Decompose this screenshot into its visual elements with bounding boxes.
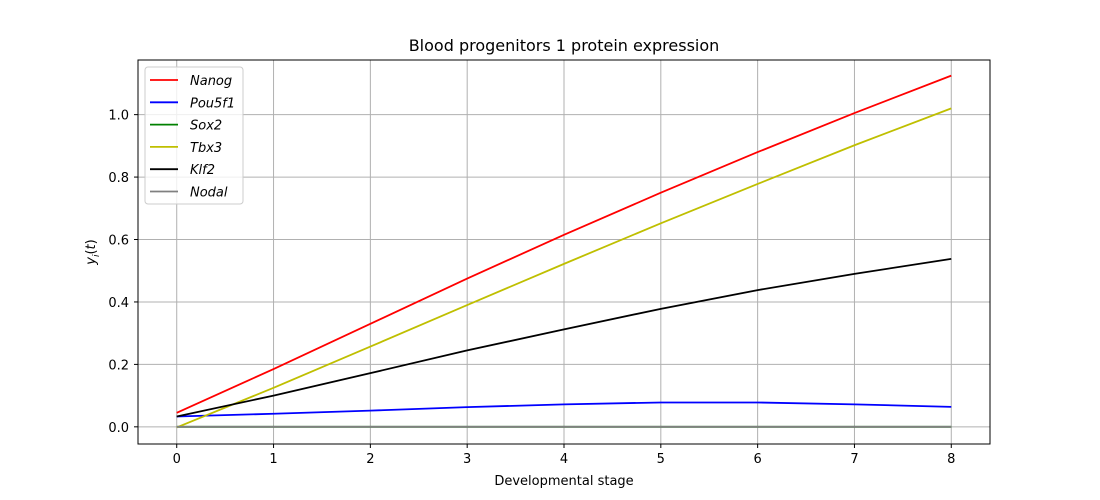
legend: Nanog Pou5f1 Sox2 Tbx3 Klf2 Nodal [144, 66, 244, 205]
y-tick-label: 0.0 [108, 421, 129, 436]
y-axis: 0.0 0.2 0.4 0.6 0.8 1.0 [108, 109, 138, 436]
legend-label-nanog: Nanog [190, 74, 232, 89]
series-line-klf2 [176, 257, 952, 418]
x-tick-label: 2 [366, 452, 374, 467]
legend-label-nodal: Nodal [190, 186, 228, 201]
chart-title: Blood progenitors 1 protein expression [409, 36, 720, 55]
series-lines [176, 74, 952, 429]
x-tick-label: 8 [947, 452, 955, 467]
y-axis-label: yi(t) [84, 239, 102, 265]
x-axis-label: Developmental stage [494, 474, 633, 489]
series-line-tbx3 [176, 107, 952, 429]
series-line-pou5f1 [176, 401, 952, 418]
legend-label-sox2: Sox2 [190, 119, 222, 134]
y-tick-label: 0.2 [108, 358, 129, 373]
legend-label-pou5f1: Pou5f1 [190, 96, 235, 111]
y-tick-label: 1.0 [108, 109, 129, 124]
x-tick-label: 7 [850, 452, 858, 467]
y-tick-label: 0.8 [108, 171, 129, 186]
x-tick-label: 4 [560, 452, 568, 467]
x-tick-label: 5 [657, 452, 665, 467]
legend-label-klf2: Klf2 [190, 163, 215, 178]
x-tick-label: 1 [269, 452, 277, 467]
x-axis: 0 1 2 3 4 5 6 7 8 [173, 444, 955, 467]
legend-label-tbx3: Tbx3 [190, 141, 222, 156]
y-tick-label: 0.4 [108, 296, 129, 311]
x-tick-label: 3 [463, 452, 471, 467]
series-line-nanog [176, 74, 952, 414]
y-tick-label: 0.6 [108, 234, 129, 249]
x-tick-label: 6 [753, 452, 761, 467]
x-tick-label: 0 [173, 452, 181, 467]
